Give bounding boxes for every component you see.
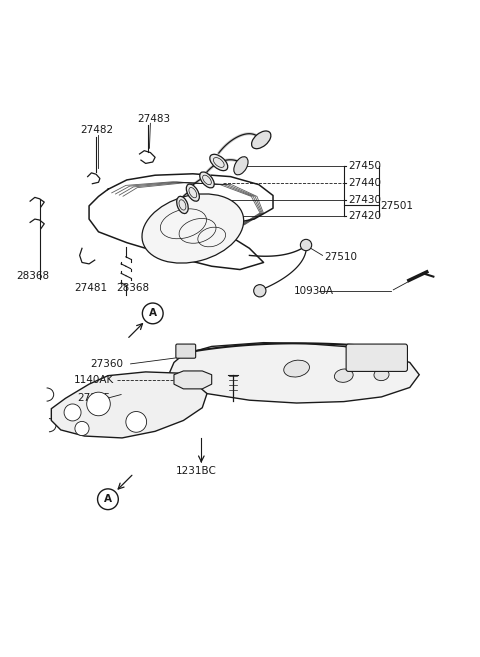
Text: A: A bbox=[104, 494, 112, 504]
Ellipse shape bbox=[200, 172, 214, 188]
Polygon shape bbox=[174, 371, 212, 389]
Ellipse shape bbox=[252, 131, 271, 148]
Text: 27482: 27482 bbox=[81, 125, 114, 135]
Text: 27483: 27483 bbox=[137, 114, 170, 124]
Polygon shape bbox=[51, 372, 207, 438]
Ellipse shape bbox=[284, 360, 310, 377]
Ellipse shape bbox=[177, 196, 188, 214]
Text: A: A bbox=[149, 308, 157, 319]
Text: 27301: 27301 bbox=[348, 359, 382, 369]
Circle shape bbox=[300, 239, 312, 251]
Text: 27420: 27420 bbox=[348, 212, 382, 221]
Circle shape bbox=[75, 421, 89, 436]
Text: 27481: 27481 bbox=[74, 283, 107, 294]
Text: 1140AK: 1140AK bbox=[74, 375, 114, 386]
Polygon shape bbox=[169, 343, 419, 403]
Circle shape bbox=[64, 404, 81, 421]
Text: 27430: 27430 bbox=[348, 195, 382, 205]
FancyBboxPatch shape bbox=[346, 344, 408, 371]
Text: 27365: 27365 bbox=[77, 394, 110, 403]
Text: 27440: 27440 bbox=[348, 178, 382, 188]
Circle shape bbox=[253, 284, 266, 297]
Text: 27450: 27450 bbox=[348, 161, 382, 171]
Text: 27501: 27501 bbox=[381, 201, 414, 211]
FancyBboxPatch shape bbox=[176, 344, 196, 358]
Text: 28368: 28368 bbox=[117, 283, 150, 294]
Ellipse shape bbox=[142, 194, 244, 263]
Text: 27360: 27360 bbox=[91, 359, 123, 369]
Text: 27510: 27510 bbox=[324, 252, 357, 261]
Circle shape bbox=[87, 392, 110, 416]
Ellipse shape bbox=[186, 184, 199, 201]
Text: 28368: 28368 bbox=[16, 271, 49, 281]
Ellipse shape bbox=[374, 369, 389, 380]
Ellipse shape bbox=[234, 157, 248, 175]
Text: 1231BC: 1231BC bbox=[176, 466, 217, 476]
Ellipse shape bbox=[210, 154, 228, 171]
Ellipse shape bbox=[335, 369, 353, 382]
Text: 10930A: 10930A bbox=[294, 286, 334, 296]
Circle shape bbox=[126, 411, 146, 432]
